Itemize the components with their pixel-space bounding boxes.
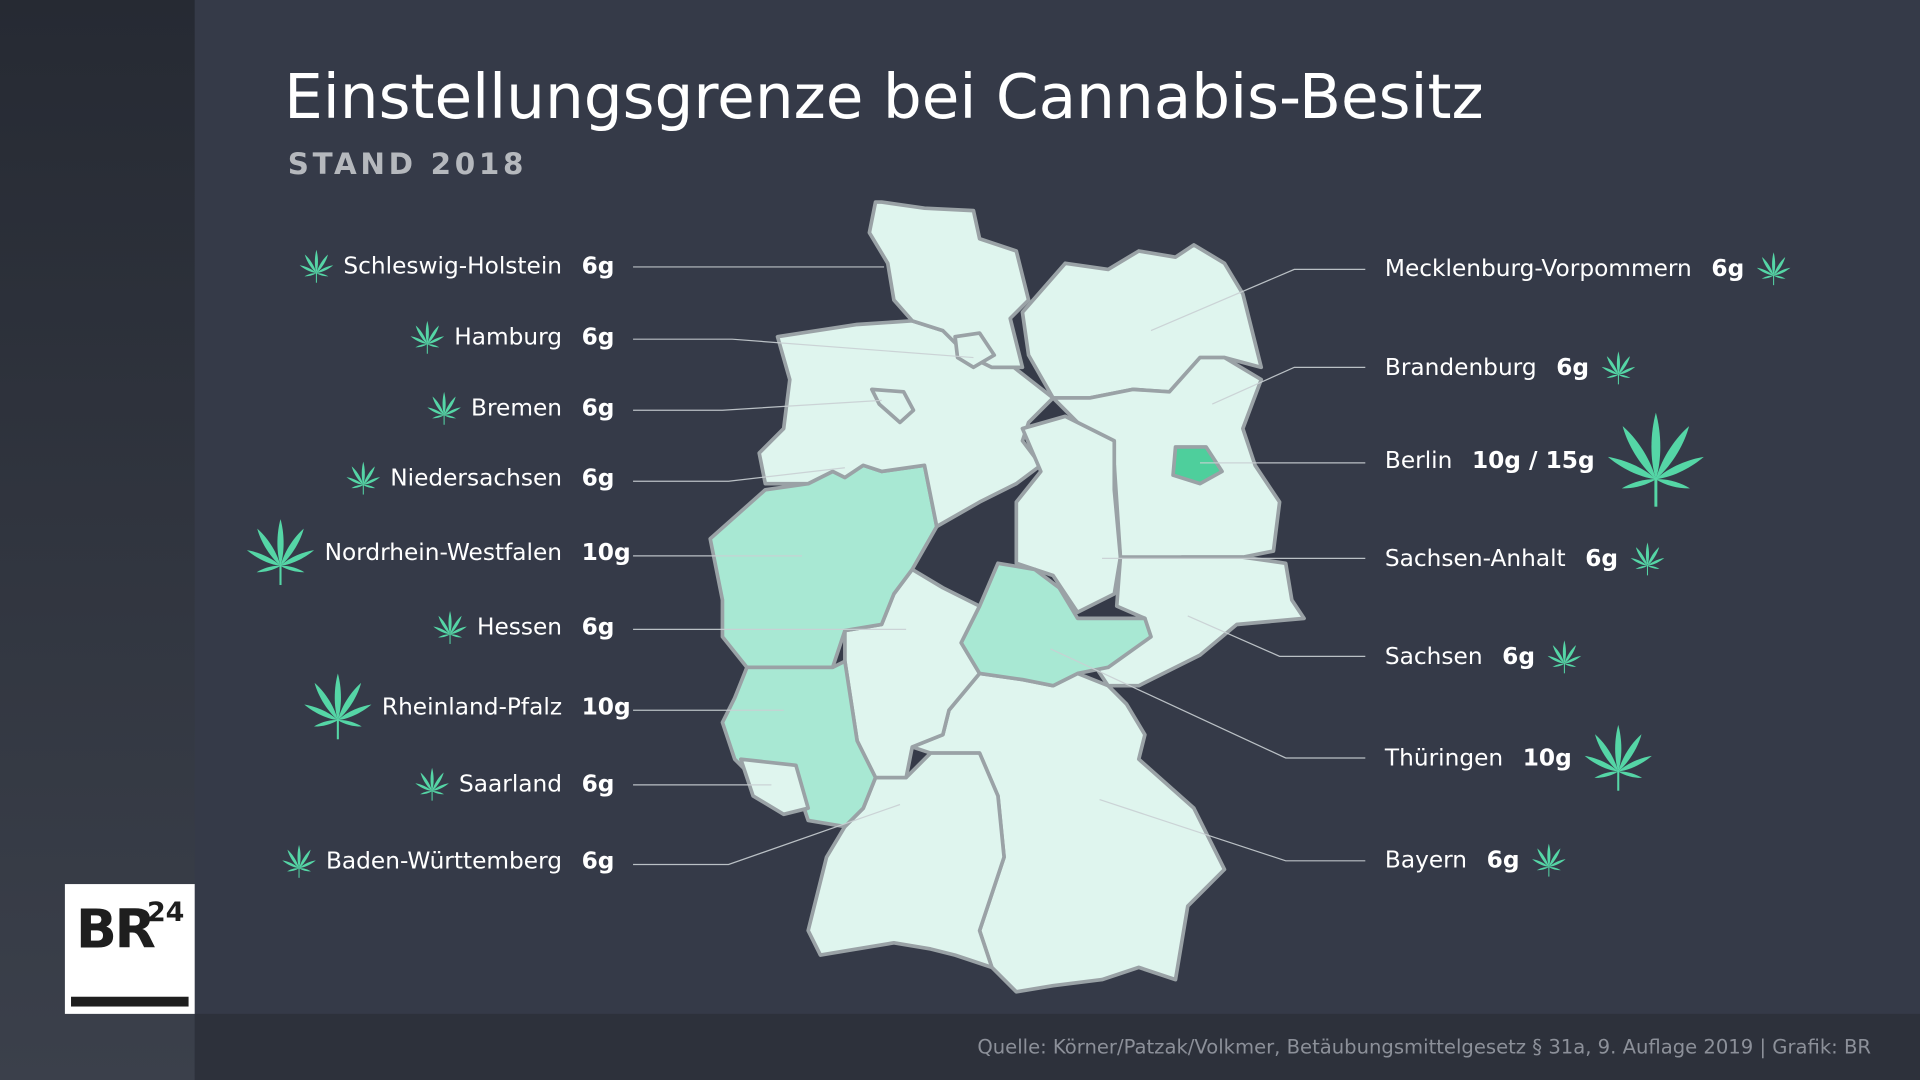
cannabis-icon: [299, 249, 334, 283]
title: Einstellungsgrenze bei Cannabis-Besitz: [284, 62, 1484, 133]
state-amount: 6g: [582, 394, 615, 421]
state-name: Baden-Württemberg: [326, 848, 562, 875]
cannabis-icon: [303, 673, 373, 740]
connector-line: [1050, 648, 1366, 759]
cannabis-icon: [346, 461, 381, 495]
state-amount: 6g: [582, 252, 615, 279]
state-amount: 10g: [1523, 745, 1572, 772]
state-amount: 6g: [582, 770, 615, 797]
state-name: Schleswig-Holstein: [343, 252, 562, 279]
state-amount: 6g: [582, 848, 615, 875]
region-sachsen-anhalt: [1014, 414, 1123, 615]
state-amount: 10g: [582, 539, 631, 566]
germany-map: [708, 200, 1306, 994]
state-name: Sachsen-Anhalt: [1385, 545, 1566, 572]
cannabis-icon: [1531, 843, 1567, 877]
logo-brand: BR: [76, 898, 156, 961]
state-name: Saarland: [459, 770, 562, 797]
connector-line: [633, 399, 882, 411]
cannabis-icon: [1583, 724, 1653, 791]
state-amount: 6g: [582, 614, 615, 641]
state-amount: 6g: [1487, 846, 1520, 873]
state-amount: 6g: [582, 323, 615, 350]
state-name: Bremen: [471, 394, 562, 421]
region-bw: [806, 751, 1006, 970]
state-name: Berlin: [1385, 447, 1452, 474]
state-amount: 6g: [582, 464, 615, 491]
cannabis-icon: [1601, 351, 1636, 385]
connector-line: [633, 803, 901, 866]
state-name: Nordrhein-Westfalen: [325, 539, 562, 566]
cannabis-icon: [426, 391, 462, 425]
logo: BR 24: [64, 884, 195, 1014]
cannabis-icon: [414, 767, 450, 801]
state-amount: 6g: [1585, 545, 1618, 572]
state-name: Niedersachsen: [390, 464, 562, 491]
logo-bar: [71, 996, 189, 1007]
footer-band: [194, 1013, 1920, 1080]
cannabis-icon: [410, 320, 445, 354]
region-sh: [867, 200, 1031, 370]
connector-line: [1150, 268, 1366, 332]
cannabis-icon: [1756, 252, 1791, 286]
region-saarland: [738, 757, 810, 817]
state-name: Brandenburg: [1385, 354, 1537, 381]
state-labels: Schleswig-Holstein 6g Hamburg 6g Bremen 6g Nie…: [246, 249, 1791, 878]
logo-box: [64, 884, 195, 1014]
state-amount: 6g: [1556, 354, 1589, 381]
connector-line: [1211, 366, 1366, 405]
state-name: Hessen: [477, 614, 562, 641]
cannabis-icon: [281, 844, 317, 878]
region-hamburg: [953, 331, 997, 370]
state-name: Hamburg: [454, 323, 562, 350]
region-berlin: [1171, 445, 1224, 486]
state-name: Mecklenburg-Vorpommern: [1385, 255, 1692, 282]
state-amount: 6g: [1502, 643, 1535, 670]
source: Quelle: Körner/Patzak/Volkmer, Betäubung…: [977, 1036, 1871, 1059]
connector-line: [633, 467, 845, 482]
state-name: Bayern: [1385, 846, 1467, 873]
state-name: Sachsen: [1385, 643, 1483, 670]
state-name: Rheinland-Pfalz: [382, 693, 562, 720]
region-bremen: [870, 387, 916, 425]
state-amount: 6g: [1711, 255, 1744, 282]
region-thueringen: [959, 561, 1153, 688]
cannabis-icon: [246, 519, 315, 586]
cannabis-icon: [1606, 412, 1705, 507]
cannabis-icon: [1630, 542, 1665, 576]
connector-line: [633, 338, 974, 359]
cannabis-icon: [432, 611, 468, 644]
state-amount: 10g: [582, 693, 631, 720]
region-rp: [720, 659, 878, 829]
state-amount: 10g / 15g: [1472, 447, 1595, 474]
cannabis-icon: [1547, 640, 1582, 674]
connector-line: [1099, 799, 1366, 862]
logo-number: 24: [147, 897, 184, 928]
subtitle: STAND 2018: [288, 147, 527, 181]
state-name: Thüringen: [1384, 745, 1503, 772]
connector-line: [1187, 615, 1366, 657]
